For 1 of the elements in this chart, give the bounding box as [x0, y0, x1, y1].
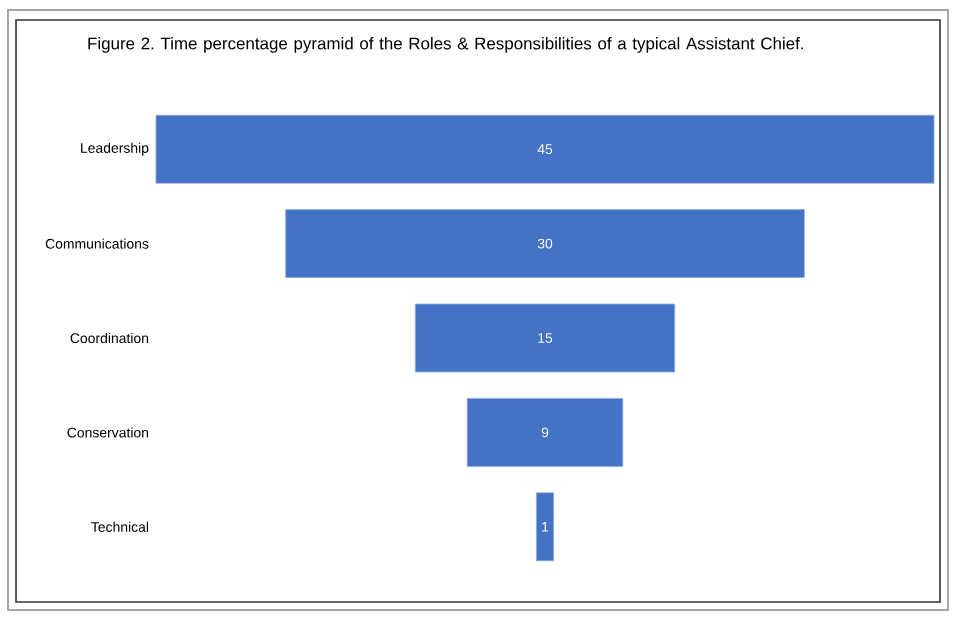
text: Figure 2. Time percentage pyramid of the Roles & Responsibilities of a typical Assistant Chief.: [88, 37, 803, 53]
